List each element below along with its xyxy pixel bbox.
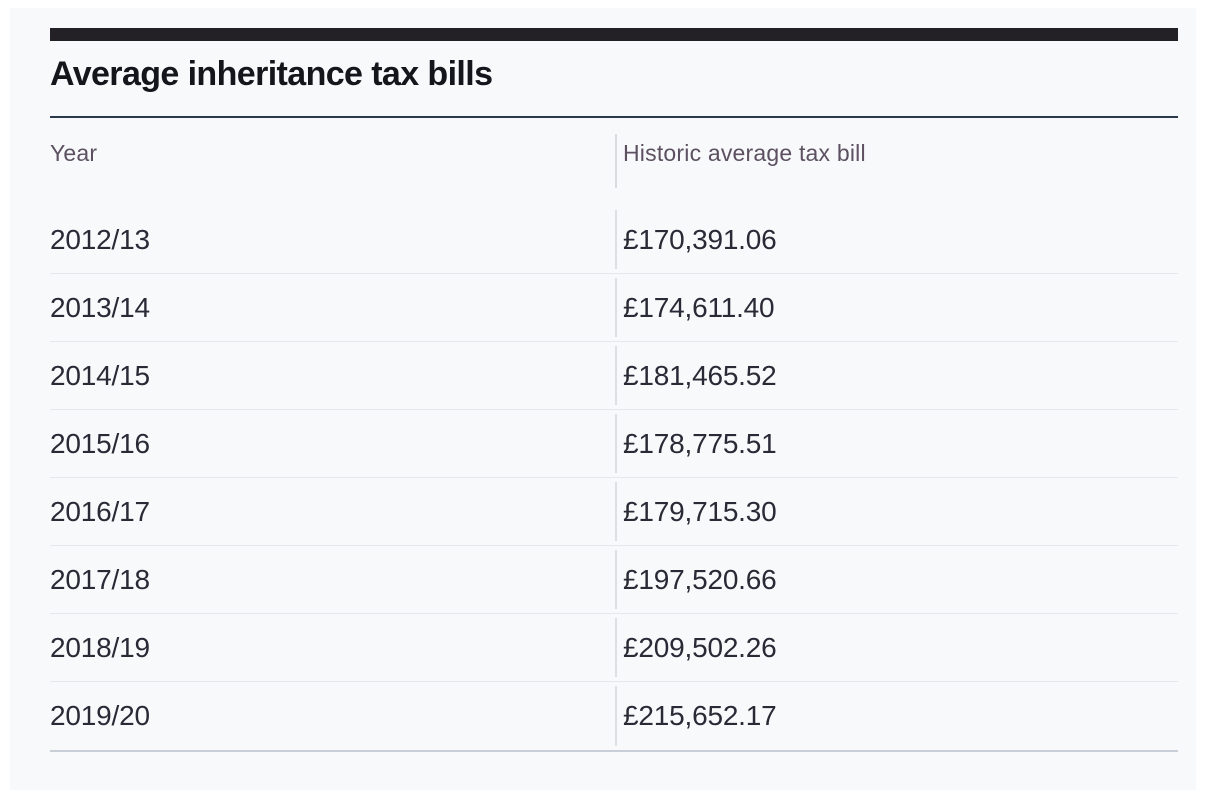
bill-cell: £197,520.66: [615, 546, 1178, 613]
bill-cell: £181,465.52: [615, 342, 1178, 409]
table-content: Average inheritance tax bills Year Histo…: [10, 28, 1196, 752]
year-cell: 2018/19: [50, 631, 150, 663]
table-panel: Average inheritance tax bills Year Histo…: [10, 8, 1196, 790]
table-row: 2018/19 £209,502.26: [50, 614, 1178, 682]
bill-cell: £174,611.40: [615, 274, 1178, 341]
table-row: 2015/16 £178,775.51: [50, 410, 1178, 478]
bill-cell: £170,391.06: [615, 206, 1178, 273]
year-cell: 2013/14: [50, 291, 150, 323]
table-bottom-rule: [50, 750, 1178, 752]
year-cell: 2016/17: [50, 495, 150, 527]
year-cell: 2017/18: [50, 563, 150, 595]
bill-cell: £178,775.51: [615, 410, 1178, 477]
accent-bar: [50, 28, 1178, 41]
year-cell: 2019/20: [50, 700, 150, 731]
table-row: 2016/17 £179,715.30: [50, 478, 1178, 546]
table-header-row: Year Historic average tax bill: [50, 118, 1178, 206]
table-row: 2012/13 £170,391.06: [50, 206, 1178, 274]
bill-cell: £209,502.26: [615, 614, 1178, 681]
bill-cell: £215,652.17: [615, 682, 1178, 750]
year-cell: 2015/16: [50, 427, 150, 459]
table-row: 2013/14 £174,611.40: [50, 274, 1178, 342]
table-row: 2014/15 £181,465.52: [50, 342, 1178, 410]
page-title: Average inheritance tax bills: [50, 55, 493, 93]
bill-cell: £179,715.30: [615, 478, 1178, 545]
year-cell: 2012/13: [50, 223, 150, 255]
table-row: 2019/20 £215,652.17: [50, 682, 1178, 750]
year-cell: 2014/15: [50, 359, 150, 391]
column-header-year: Year: [50, 140, 98, 166]
table-row: 2017/18 £197,520.66: [50, 546, 1178, 614]
column-header-bill: Historic average tax bill: [615, 118, 1178, 206]
title-rule: [50, 116, 1178, 118]
